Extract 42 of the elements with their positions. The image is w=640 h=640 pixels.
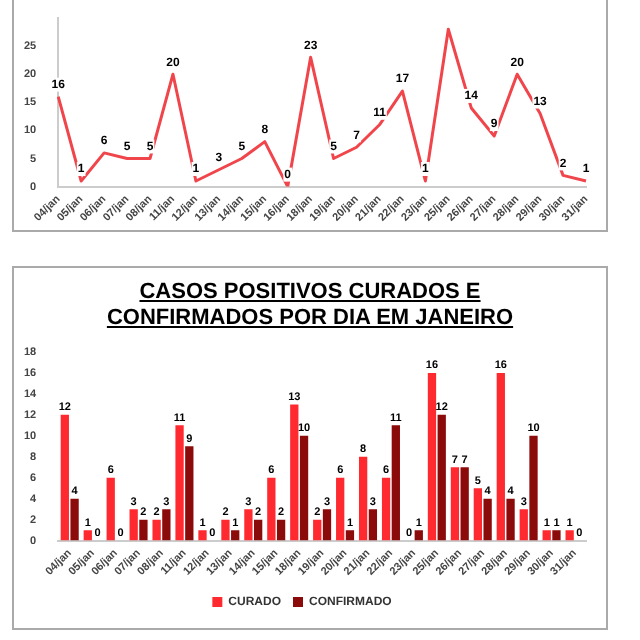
bar <box>427 372 437 541</box>
bar <box>473 488 483 541</box>
bar <box>254 519 263 541</box>
chart-title: CASOS POSITIVOS CURADOS E CONFIRMADOS POR DIA EM JANEIRO <box>104 280 516 332</box>
bar <box>381 477 391 541</box>
bar <box>299 435 309 541</box>
bar <box>358 456 368 541</box>
bar <box>244 509 253 541</box>
bar <box>542 530 551 541</box>
bar <box>437 414 446 541</box>
bar <box>129 509 138 541</box>
bar <box>529 435 538 541</box>
bar <box>565 530 574 541</box>
bar <box>83 530 92 541</box>
bar <box>162 509 171 541</box>
bar <box>152 519 161 541</box>
bar <box>322 509 332 541</box>
bar <box>460 467 469 541</box>
bar <box>267 477 276 541</box>
bar <box>276 519 286 541</box>
bar <box>139 519 148 541</box>
bar <box>313 519 322 541</box>
bar <box>175 425 184 541</box>
bar <box>231 530 240 541</box>
bar <box>70 498 79 541</box>
bar <box>368 509 378 541</box>
bar <box>290 404 299 541</box>
bar <box>198 530 207 541</box>
bar <box>60 414 69 541</box>
bar <box>414 530 423 541</box>
bar <box>450 467 460 541</box>
bar <box>519 509 528 541</box>
bar <box>221 519 230 541</box>
bar <box>506 498 515 541</box>
bar <box>185 446 194 541</box>
bar <box>336 477 345 541</box>
bar <box>106 477 115 541</box>
bar <box>391 425 400 541</box>
bar <box>345 530 355 541</box>
bar <box>496 372 505 541</box>
bar <box>483 498 492 541</box>
bar <box>552 530 561 541</box>
